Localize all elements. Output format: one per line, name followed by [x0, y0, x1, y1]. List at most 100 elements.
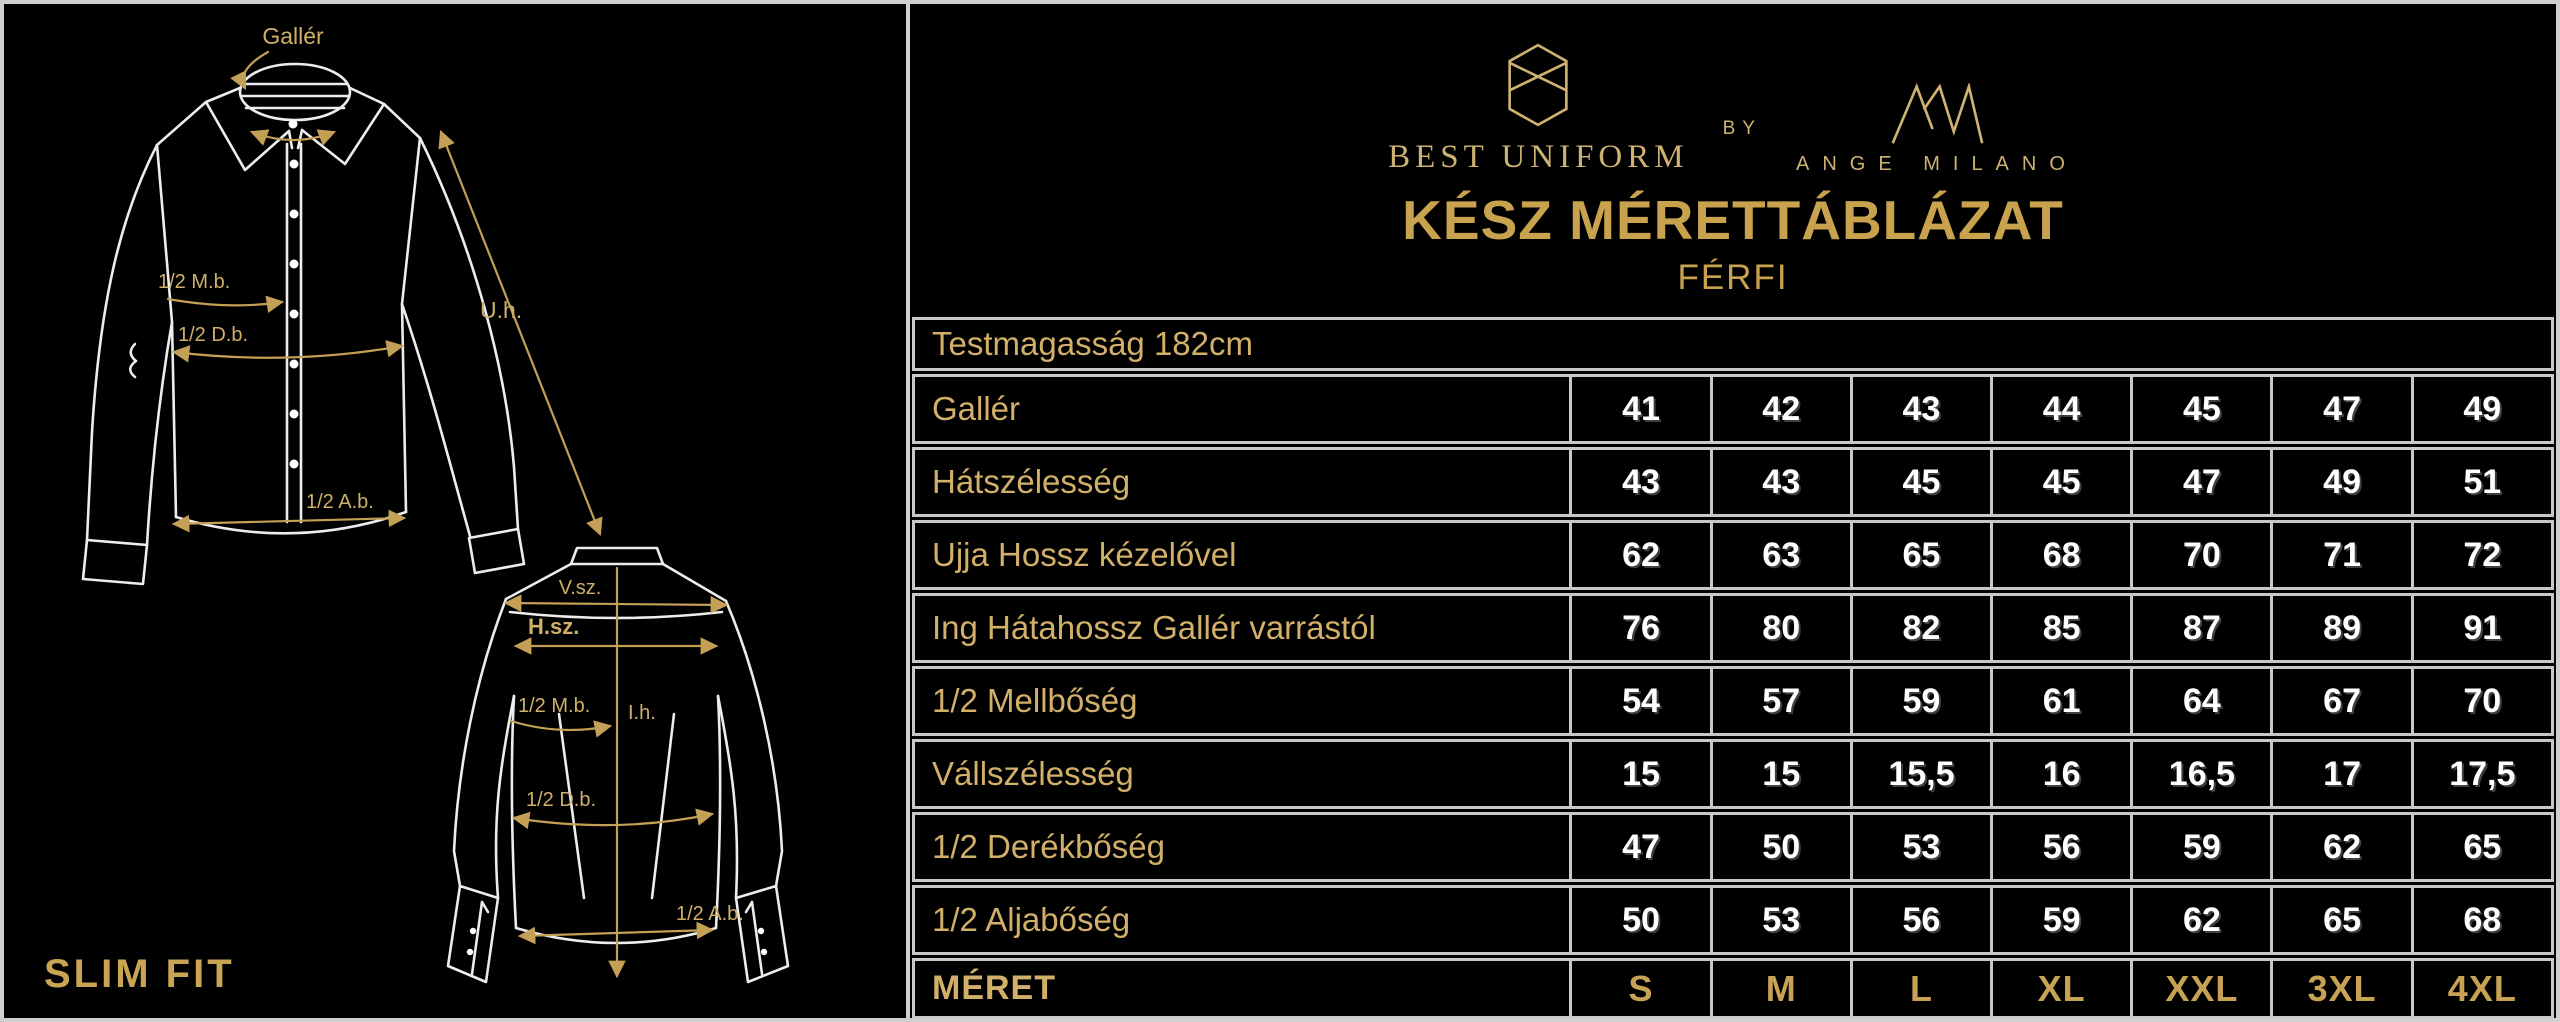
cell-value: 89 — [2270, 596, 2410, 660]
brand-lockup: BEST UNIFORM BY ANGE MILANO — [910, 4, 2556, 176]
row-label: Hátszélesség — [932, 463, 1131, 500]
note-label: Testmagasság 182cm — [932, 325, 1253, 362]
cell-value: 76 — [1569, 596, 1709, 660]
cell-value: 43 — [1569, 450, 1709, 514]
table-row: Ing Hátahossz Gallér varrástól 76 80 82 … — [912, 593, 2554, 663]
shirt-front-drawing: Gallér 1/2 M.b. 1/2 D.b. 1/2 A.b. U.h. — [81, 23, 603, 586]
cell-value: 56 — [1849, 888, 1990, 952]
page-subtitle: FÉRFI — [1677, 258, 1789, 297]
cell-value: 70 — [2410, 669, 2551, 733]
cell-value: 45 — [1990, 450, 2130, 514]
front-waist-label: 1/2 D.b. — [178, 324, 248, 346]
front-sleeve-label: U.h. — [480, 297, 522, 323]
size-value: 3XL — [2270, 961, 2410, 1016]
cell-value: 53 — [1849, 815, 1990, 879]
cell-value: 43 — [1849, 377, 1990, 441]
cell-value: 82 — [1849, 596, 1990, 660]
cell-value: 57 — [1709, 669, 1850, 733]
table-row: 1/2 Derékbőség 47 50 53 56 59 62 65 — [912, 812, 2554, 882]
cell-value: 59 — [1849, 669, 1990, 733]
size-table: Testmagasság 182cm Gallér 41 42 43 44 45… — [910, 317, 2556, 1018]
row-label: 1/2 Derékbőség — [932, 828, 1165, 865]
cell-value: 53 — [1709, 888, 1850, 952]
cell-value: 42 — [1709, 377, 1850, 441]
cell-value: 15,5 — [1849, 742, 1990, 806]
best-uniform-brand: BEST UNIFORM — [1388, 41, 1689, 176]
fit-type-label: SLIM FIT — [44, 952, 235, 996]
cell-value: 65 — [2270, 888, 2410, 952]
back-chest-label: 1/2 M.b. — [518, 695, 590, 717]
row-label: 1/2 Mellbőség — [932, 682, 1138, 719]
cell-value: 59 — [2130, 815, 2270, 879]
ange-milano-brand: ANGE MILANO — [1796, 83, 2078, 176]
back-cuff-buttons — [466, 927, 768, 956]
table-row: Vállszélesség 15 15 15,5 16 16,5 17 17,5 — [912, 739, 2554, 809]
ange-milano-monogram — [1891, 83, 1984, 144]
cell-value: 80 — [1709, 596, 1850, 660]
size-value: L — [1849, 961, 1990, 1016]
back-waist-label: 1/2 D.b. — [526, 789, 596, 811]
front-hem-label: 1/2 A.b. — [306, 491, 374, 513]
best-uniform-wordmark: BEST UNIFORM — [1388, 139, 1689, 175]
cell-value: 72 — [2410, 523, 2551, 587]
row-label: Ujja Hossz kézelővel — [932, 536, 1237, 573]
cell-value: 43 — [1709, 450, 1850, 514]
cell-value: 56 — [1990, 815, 2130, 879]
size-value: XL — [1990, 961, 2130, 1016]
by-label: BY — [1722, 118, 1762, 139]
front-collar-lines — [204, 62, 386, 172]
front-collar-label: Gallér — [262, 23, 324, 49]
cell-value: 62 — [1569, 523, 1709, 587]
cell-value: 91 — [2410, 596, 2551, 660]
cell-value: 68 — [1990, 523, 2130, 587]
cell-value: 67 — [2270, 669, 2410, 733]
back-width-label: H.sz. — [528, 614, 579, 639]
best-uniform-logo-icon — [1508, 43, 1569, 127]
cell-value: 49 — [2410, 377, 2551, 441]
ange-milano-wordmark: ANGE MILANO — [1795, 153, 2078, 175]
cell-value: 50 — [1709, 815, 1850, 879]
cell-value: 85 — [1990, 596, 2130, 660]
table-note-row: Testmagasság 182cm — [912, 317, 2554, 371]
cell-value: 63 — [1709, 523, 1850, 587]
front-measure-marks — [166, 50, 603, 537]
back-hem-label: 1/2 A.b. — [676, 903, 744, 925]
drawings-panel: Gallér 1/2 M.b. 1/2 D.b. 1/2 A.b. U.h. — [4, 4, 906, 1018]
front-chest-label: 1/2 M.b. — [158, 271, 230, 293]
size-value: 4XL — [2410, 961, 2551, 1016]
row-label: Vállszélesség — [932, 755, 1134, 792]
table-row: 1/2 Mellbőség 54 57 59 61 64 67 70 — [912, 666, 2554, 736]
cell-value: 15 — [1569, 742, 1709, 806]
page-title: KÉSZ MÉRETTÁBLÁZAT — [1402, 189, 2064, 251]
cell-value: 65 — [1849, 523, 1990, 587]
cell-value: 62 — [2130, 888, 2270, 952]
cell-value: 68 — [2410, 888, 2551, 952]
cell-value: 45 — [2130, 377, 2270, 441]
back-length-label: I.h. — [628, 702, 656, 724]
cell-value: 50 — [1569, 888, 1709, 952]
size-value: S — [1569, 961, 1709, 1016]
cell-value: 61 — [1990, 669, 2130, 733]
cell-value: 62 — [2270, 815, 2410, 879]
cell-value: 15 — [1709, 742, 1850, 806]
cell-value: 16 — [1990, 742, 2130, 806]
cell-value: 64 — [2130, 669, 2270, 733]
table-row: 1/2 Aljabőség 50 53 56 59 62 65 68 — [912, 885, 2554, 955]
chart-panel: BEST UNIFORM BY ANGE MILANO KÉSZ MÉRETTÁ… — [910, 4, 2556, 1018]
size-value: M — [1709, 961, 1850, 1016]
cell-value: 87 — [2130, 596, 2270, 660]
size-row-label: MÉRET — [932, 969, 1056, 1007]
table-size-row: MÉRET S M L XL XXL 3XL 4XL — [912, 958, 2554, 1018]
cell-value: 17,5 — [2410, 742, 2551, 806]
cell-value: 47 — [2130, 450, 2270, 514]
table-row: Ujja Hossz kézelővel 62 63 65 68 70 71 7… — [912, 520, 2554, 590]
panel-divider — [906, 4, 910, 1018]
back-shoulder-label: V.sz. — [559, 577, 602, 599]
cell-value: 47 — [2270, 377, 2410, 441]
cell-value: 49 — [2270, 450, 2410, 514]
cell-value: 44 — [1990, 377, 2130, 441]
cell-value: 51 — [2410, 450, 2551, 514]
row-label: Gallér — [932, 390, 1021, 427]
back-measure-marks — [503, 566, 729, 979]
